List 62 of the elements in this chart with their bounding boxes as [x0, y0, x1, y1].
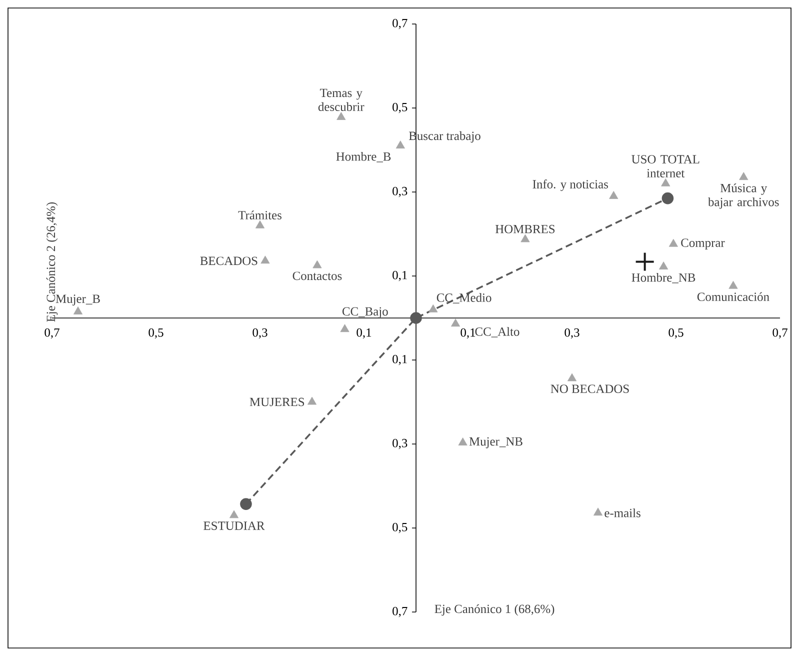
x-tick-label: 0,7	[44, 328, 60, 339]
x-tick-label: 0,3	[252, 328, 268, 339]
annotation: Música y bajar archivos	[708, 184, 779, 209]
point	[662, 192, 674, 204]
y-tick-label: 0,5	[392, 102, 408, 114]
y-tick-label: 0,5	[392, 522, 408, 534]
annotation: ESTUDIAR	[204, 522, 265, 530]
point	[451, 318, 460, 327]
annotation: e-mails	[604, 508, 640, 518]
point	[312, 260, 322, 268]
point	[520, 234, 530, 242]
annotation: NO BECADOS	[550, 384, 629, 394]
y-tick-label: 0,7	[392, 18, 408, 30]
x-axis-title: Eje Canónico 1 (68,6%)	[434, 604, 554, 616]
annotation: BECADOS	[200, 256, 258, 266]
annotation: Hombre_B	[336, 152, 391, 162]
annotation: CC_Alto	[475, 327, 520, 338]
x-tick-label: 0,3	[564, 328, 580, 339]
x-tick-label: 0,5	[668, 328, 684, 339]
y-tick-label: 0,3	[392, 438, 408, 450]
point	[659, 262, 668, 270]
x-tick-label: 0,1	[356, 328, 372, 339]
annotation: Temas y descubrir	[318, 88, 364, 112]
annotation: Hombre_NB	[632, 272, 696, 284]
annotation: Mujer_NB	[469, 437, 522, 448]
point	[340, 324, 350, 332]
point	[609, 191, 618, 199]
y-tick-label: 0,1	[392, 270, 407, 282]
point	[428, 304, 438, 312]
point	[73, 306, 83, 314]
point	[567, 373, 577, 382]
point	[240, 498, 252, 510]
point	[260, 256, 270, 264]
point	[307, 396, 317, 405]
annotation: USO TOTAL internet	[632, 155, 700, 178]
annotation: Comprar	[681, 238, 725, 250]
point	[728, 280, 738, 289]
annotation: Info. y noticias	[532, 180, 608, 192]
point	[410, 312, 422, 324]
point	[661, 178, 670, 186]
point	[634, 252, 655, 272]
point	[396, 140, 405, 148]
annotation: Trámites	[238, 210, 282, 220]
annotation: Contactos	[292, 272, 342, 280]
point	[739, 172, 748, 180]
x-tick-label: 0,1	[460, 328, 476, 339]
point	[255, 220, 265, 228]
annotation: Comunicación	[697, 292, 770, 302]
annotation: MUJERES	[250, 398, 304, 406]
point	[458, 438, 468, 446]
annotation: Mujer_B	[56, 294, 100, 306]
x-tick-label: 0,5	[148, 328, 164, 339]
point	[593, 508, 603, 516]
point	[336, 112, 346, 120]
point	[229, 510, 239, 518]
point	[668, 238, 678, 247]
annotation: HOMBRES	[495, 224, 555, 234]
y-tick-label: 0,7	[392, 606, 408, 618]
x-tick-label: 0,7	[772, 328, 788, 339]
annotation: CC_Bajo	[342, 307, 388, 318]
y-tick-label: 0,1	[392, 354, 407, 366]
y-tick-label: 0,3	[392, 186, 408, 198]
